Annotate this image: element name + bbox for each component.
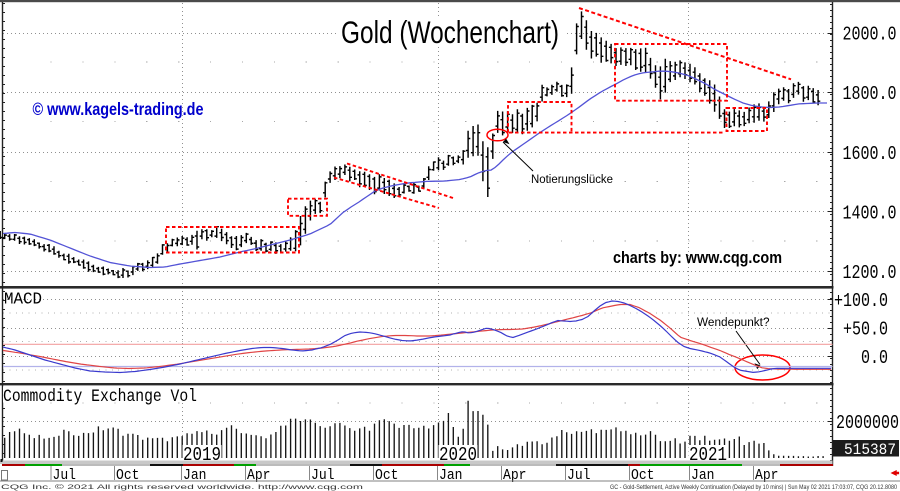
svg-text:+100.0: +100.0 xyxy=(834,290,888,312)
svg-text:Oct: Oct xyxy=(631,467,655,484)
svg-text:2000.0: 2000.0 xyxy=(843,24,897,46)
svg-text:Jan: Jan xyxy=(439,467,463,484)
svg-text:GC - Gold-Settlement, Active W: GC - Gold-Settlement, Active Weekly Cont… xyxy=(610,484,897,491)
svg-text:Jul: Jul xyxy=(311,467,335,484)
svg-text:0.0: 0.0 xyxy=(861,347,888,369)
svg-text:Commodity Exchange Vol: Commodity Exchange Vol xyxy=(3,387,197,407)
svg-text:Jul: Jul xyxy=(53,467,77,484)
svg-text:charts by: www.cqg.com: charts by: www.cqg.com xyxy=(613,249,782,267)
svg-text:Wendepunkt?: Wendepunkt? xyxy=(697,317,770,329)
svg-text:Jan: Jan xyxy=(691,467,715,484)
svg-text:© www.kagels-trading.de: © www.kagels-trading.de xyxy=(33,99,204,119)
svg-text:Gold (Wochenchart): Gold (Wochenchart) xyxy=(341,14,559,50)
svg-text:1200.0: 1200.0 xyxy=(843,262,897,284)
svg-text:Apr: Apr xyxy=(755,467,779,484)
svg-text:Jan: Jan xyxy=(183,467,207,484)
svg-text:Oct: Oct xyxy=(116,467,140,484)
svg-text:Apr: Apr xyxy=(247,467,271,484)
svg-text:Notierungslücke: Notierungslücke xyxy=(531,174,613,186)
svg-text:Apr: Apr xyxy=(503,467,527,484)
svg-text:+50.0: +50.0 xyxy=(843,319,888,341)
svg-text:Jul: Jul xyxy=(567,467,591,484)
svg-text:1600.0: 1600.0 xyxy=(843,143,897,165)
svg-text:1800.0: 1800.0 xyxy=(843,83,897,105)
svg-text:Oct: Oct xyxy=(375,467,399,484)
svg-text:2000000: 2000000 xyxy=(836,412,899,434)
svg-text:MACD: MACD xyxy=(4,291,42,310)
svg-text:CQG Inc. © 2021 All rights res: CQG Inc. © 2021 All rights reserved worl… xyxy=(1,483,364,491)
svg-text:1400.0: 1400.0 xyxy=(843,202,897,224)
svg-text:515387: 515387 xyxy=(844,441,896,459)
